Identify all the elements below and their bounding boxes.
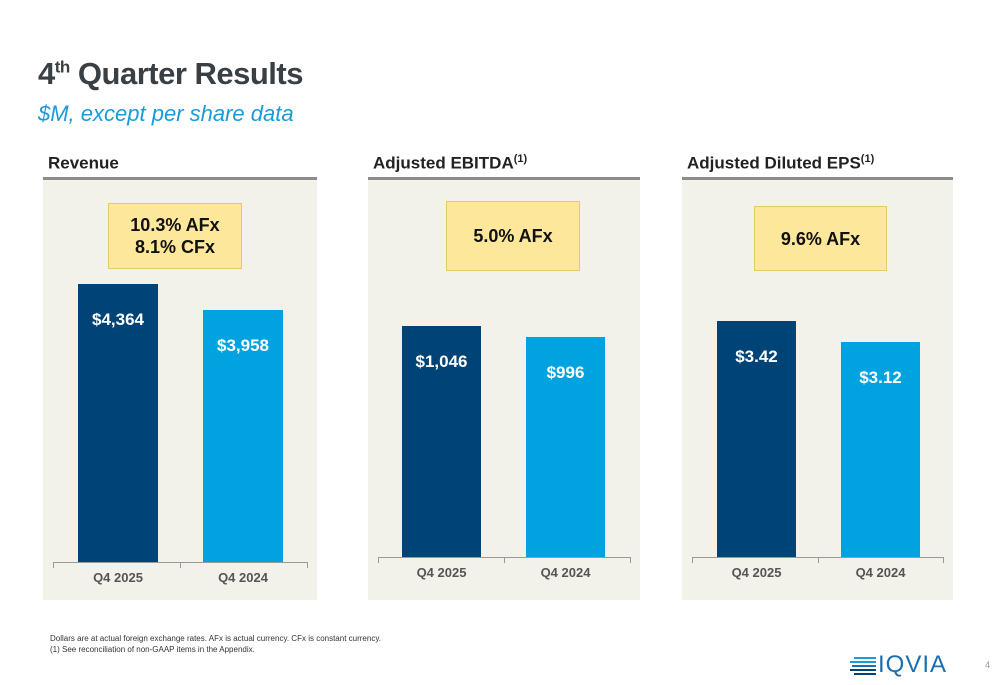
revenue-title: Revenue	[48, 153, 119, 173]
callout-line: 10.3% AFx	[130, 215, 220, 235]
x-tick-label: Q4 2024	[855, 565, 906, 580]
x-axis-tick	[378, 557, 379, 563]
adjusted-diluted-eps-bar-q4-2024: $3.12	[841, 341, 920, 557]
x-tick-label: Q4 2024	[218, 570, 268, 585]
callout-line: 8.1% CFx	[134, 237, 216, 257]
adjusted-ebitda-bar-q4-2025: $1,046	[402, 326, 481, 557]
page-number: 4	[985, 660, 991, 670]
x-axis-tick	[817, 557, 819, 563]
x-axis-tick	[692, 557, 693, 563]
footnote-nongaap: (1) See reconciliation of non-GAAP items…	[50, 645, 255, 654]
logo-text: IQVIA	[878, 651, 948, 678]
bar-value-label: $996	[546, 363, 585, 383]
adjusted-ebitda-bar-q4-2024: $996	[526, 337, 605, 557]
revenue-bar-q4-2024: $3,958	[203, 309, 283, 562]
adjusted-diluted-eps-title: Adjusted Diluted EPS(1)	[687, 153, 875, 173]
adjusted-diluted-eps-bar-q4-2025: $3.42	[717, 321, 796, 557]
callout-line: 9.6% AFx	[780, 228, 861, 249]
x-axis-tick	[630, 557, 631, 563]
revenue-bar-q4-2025: $4,364	[78, 284, 158, 562]
bar-value-label: $1,046	[415, 352, 468, 371]
iqvia-logo: IQVIA	[850, 651, 947, 679]
footnote: Dollars are at actual foreign exchange r…	[50, 633, 381, 655]
x-axis-tick	[943, 557, 944, 563]
adjusted-ebitda-title: Adjusted EBITDA(1)	[373, 153, 528, 173]
x-tick-label: Q4 2025	[93, 570, 143, 585]
bar-value-label: $3.42	[735, 347, 778, 366]
x-axis-tick	[180, 562, 181, 568]
bar-value-label: $3,958	[217, 335, 269, 355]
x-tick-label: Q4 2025	[731, 565, 782, 580]
x-tick-label: Q4 2025	[416, 565, 467, 580]
callout-line: 5.0% AFx	[473, 226, 553, 246]
revenue-growth-callout: 10.3% AFx 8.1% CFx	[108, 203, 242, 269]
x-axis-tick	[504, 557, 505, 563]
bar-value-label: $4,364	[92, 310, 144, 329]
x-axis-tick	[53, 562, 54, 568]
logo-stripes-icon	[850, 657, 876, 675]
x-tick-label: Q4 2024	[540, 565, 591, 580]
page-title: 4th Quarter Results	[38, 56, 304, 91]
page-subtitle: $M, except per share data	[38, 101, 294, 126]
x-axis-tick	[307, 562, 308, 568]
footnote-currency: Dollars are at actual foreign exchange r…	[50, 634, 381, 643]
adjusted-diluted-eps-growth-callout: 9.6% AFx	[754, 206, 887, 271]
adjusted-ebitda-growth-callout: 5.0% AFx	[446, 201, 580, 271]
bar-value-label: $3.12	[859, 367, 902, 387]
